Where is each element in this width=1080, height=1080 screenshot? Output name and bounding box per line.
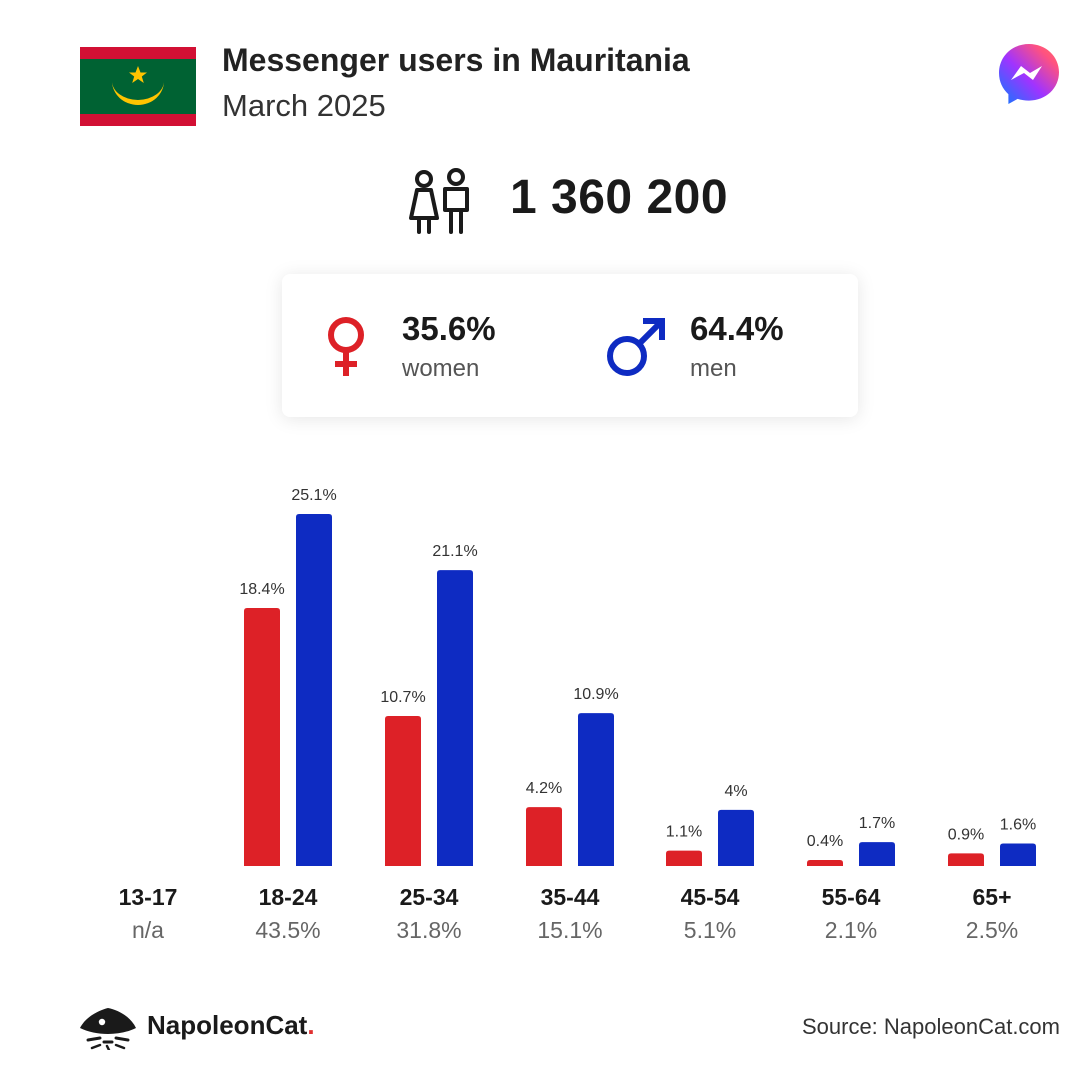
mars-icon — [607, 318, 665, 376]
women-percentage: 35.6% — [402, 310, 496, 347]
age-group-label: 18-24 — [258, 884, 318, 910]
bar-men-45-54 — [718, 809, 754, 866]
page-title: Messenger users in Mauritania — [222, 42, 690, 78]
messenger-logo-icon — [999, 44, 1059, 104]
age-group-share: 15.1% — [537, 917, 603, 943]
napoleoncat-logo-icon — [80, 1008, 136, 1050]
age-group-share: 2.1% — [824, 917, 878, 943]
age-group-share: 5.1% — [683, 917, 737, 943]
data-label-women-45-54: 1.1% — [666, 824, 702, 841]
bar-women-65+ — [948, 853, 984, 866]
age-gender-bar-chart: 18.4% 25.1% 10.7% 21.1% 4.2% 10.9% 1.1% 4% 0.4% 1… — [239, 487, 1036, 866]
age-group-label: 65+ — [972, 884, 1012, 910]
age-group-share: n/a — [132, 917, 164, 943]
age-group-share: 31.8% — [396, 917, 462, 943]
bar-women-25-34 — [385, 715, 421, 866]
bar-men-18-24 — [296, 514, 332, 866]
data-label-men-25-34: 21.1% — [432, 543, 477, 560]
data-label-women-25-34: 10.7% — [380, 689, 425, 706]
age-group-label: 55-64 — [821, 884, 881, 910]
total-users-value: 1 360 200 — [510, 171, 729, 224]
data-label-men-65+: 1.6% — [1000, 817, 1036, 834]
data-label-women-65+: 0.9% — [948, 826, 984, 843]
bar-men-55-64 — [859, 842, 895, 866]
data-label-women-55-64: 0.4% — [807, 833, 843, 850]
data-label-women-18-24: 18.4% — [239, 581, 284, 598]
data-label-men-55-64: 1.7% — [859, 815, 895, 832]
gender-split-card — [282, 274, 858, 417]
bar-women-18-24 — [244, 607, 280, 866]
source-text: Source: NapoleonCat.com — [801, 1014, 1060, 1039]
men-label: men — [690, 355, 737, 382]
data-label-men-18-24: 25.1% — [291, 487, 336, 504]
bar-men-65+ — [1000, 843, 1036, 866]
age-group-label: 13-17 — [118, 884, 178, 910]
age-group-label: 45-54 — [680, 884, 740, 910]
bar-men-25-34 — [437, 570, 473, 866]
page-subtitle: March 2025 — [222, 88, 386, 123]
bar-women-35-44 — [526, 807, 562, 866]
users-icon — [409, 168, 469, 234]
women-label: women — [402, 355, 480, 382]
data-label-men-35-44: 10.9% — [573, 686, 618, 703]
venus-icon — [328, 317, 364, 376]
age-group-share: 2.5% — [965, 917, 1019, 943]
brand-dot: . — [307, 1010, 315, 1040]
age-group-share: 43.5% — [255, 917, 321, 943]
bar-women-45-54 — [666, 850, 702, 866]
age-group-label: 35-44 — [540, 884, 600, 910]
data-label-women-35-44: 4.2% — [526, 780, 562, 797]
bar-women-55-64 — [807, 860, 843, 866]
data-label-men-45-54: 4% — [724, 783, 747, 800]
age-group-label: 25-34 — [399, 884, 459, 910]
bar-men-35-44 — [578, 713, 614, 866]
brand-name: NapoleonCat. — [147, 1010, 315, 1041]
mauritania-flag-icon — [80, 47, 196, 126]
brand-text: NapoleonCat — [147, 1010, 308, 1040]
men-percentage: 64.4% — [690, 310, 784, 347]
